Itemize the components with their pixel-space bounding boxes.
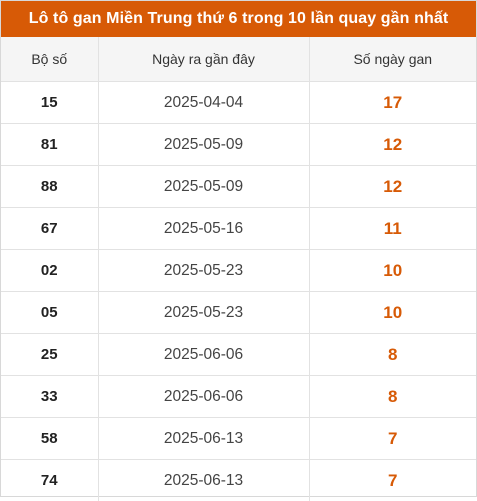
header-ngay-ra: Ngày ra gần đây: [98, 37, 309, 82]
bo-so-cell: 02: [1, 250, 98, 292]
bo-so-cell: 05: [1, 292, 98, 334]
so-ngay-gan-cell: 7: [309, 418, 476, 460]
header-so-ngay-gan: Số ngày gan: [309, 37, 476, 82]
ngay-ra-cell: 2025-05-09: [98, 124, 309, 166]
bo-so-cell: 58: [1, 418, 98, 460]
ngay-ra-cell: 2025-06-06: [98, 334, 309, 376]
ngay-ra-cell: 2025-05-23: [98, 250, 309, 292]
so-ngay-gan-cell: 11: [309, 208, 476, 250]
ngay-ra-cell: 2025-06-13: [98, 460, 309, 501]
bo-so-cell: 81: [1, 124, 98, 166]
bo-so-cell: 88: [1, 166, 98, 208]
bo-so-cell: 25: [1, 334, 98, 376]
bo-so-cell: 15: [1, 82, 98, 124]
bo-so-cell: 74: [1, 460, 98, 501]
ngay-ra-cell: 2025-05-16: [98, 208, 309, 250]
so-ngay-gan-cell: 10: [309, 250, 476, 292]
bo-so-cell: 33: [1, 376, 98, 418]
so-ngay-gan-cell: 12: [309, 124, 476, 166]
ngay-ra-cell: 2025-06-13: [98, 418, 309, 460]
so-ngay-gan-cell: 12: [309, 166, 476, 208]
ngay-ra-cell: 2025-04-04: [98, 82, 309, 124]
header-row: Bộ số Ngày ra gần đây Số ngày gan: [1, 37, 476, 82]
so-ngay-gan-cell: 8: [309, 334, 476, 376]
header-bo-so: Bộ số: [1, 37, 98, 82]
so-ngay-gan-cell: 10: [309, 292, 476, 334]
ngay-ra-cell: 2025-05-09: [98, 166, 309, 208]
so-ngay-gan-cell: 8: [309, 376, 476, 418]
ngay-ra-cell: 2025-05-23: [98, 292, 309, 334]
so-ngay-gan-cell: 17: [309, 82, 476, 124]
ngay-ra-cell: 2025-06-06: [98, 376, 309, 418]
so-ngay-gan-cell: 7: [309, 460, 476, 501]
table-header: Bộ số Ngày ra gần đây Số ngày gan: [1, 37, 476, 82]
table-title: Lô tô gan Miền Trung thứ 6 trong 10 lần …: [1, 1, 476, 37]
bo-so-cell: 67: [1, 208, 98, 250]
